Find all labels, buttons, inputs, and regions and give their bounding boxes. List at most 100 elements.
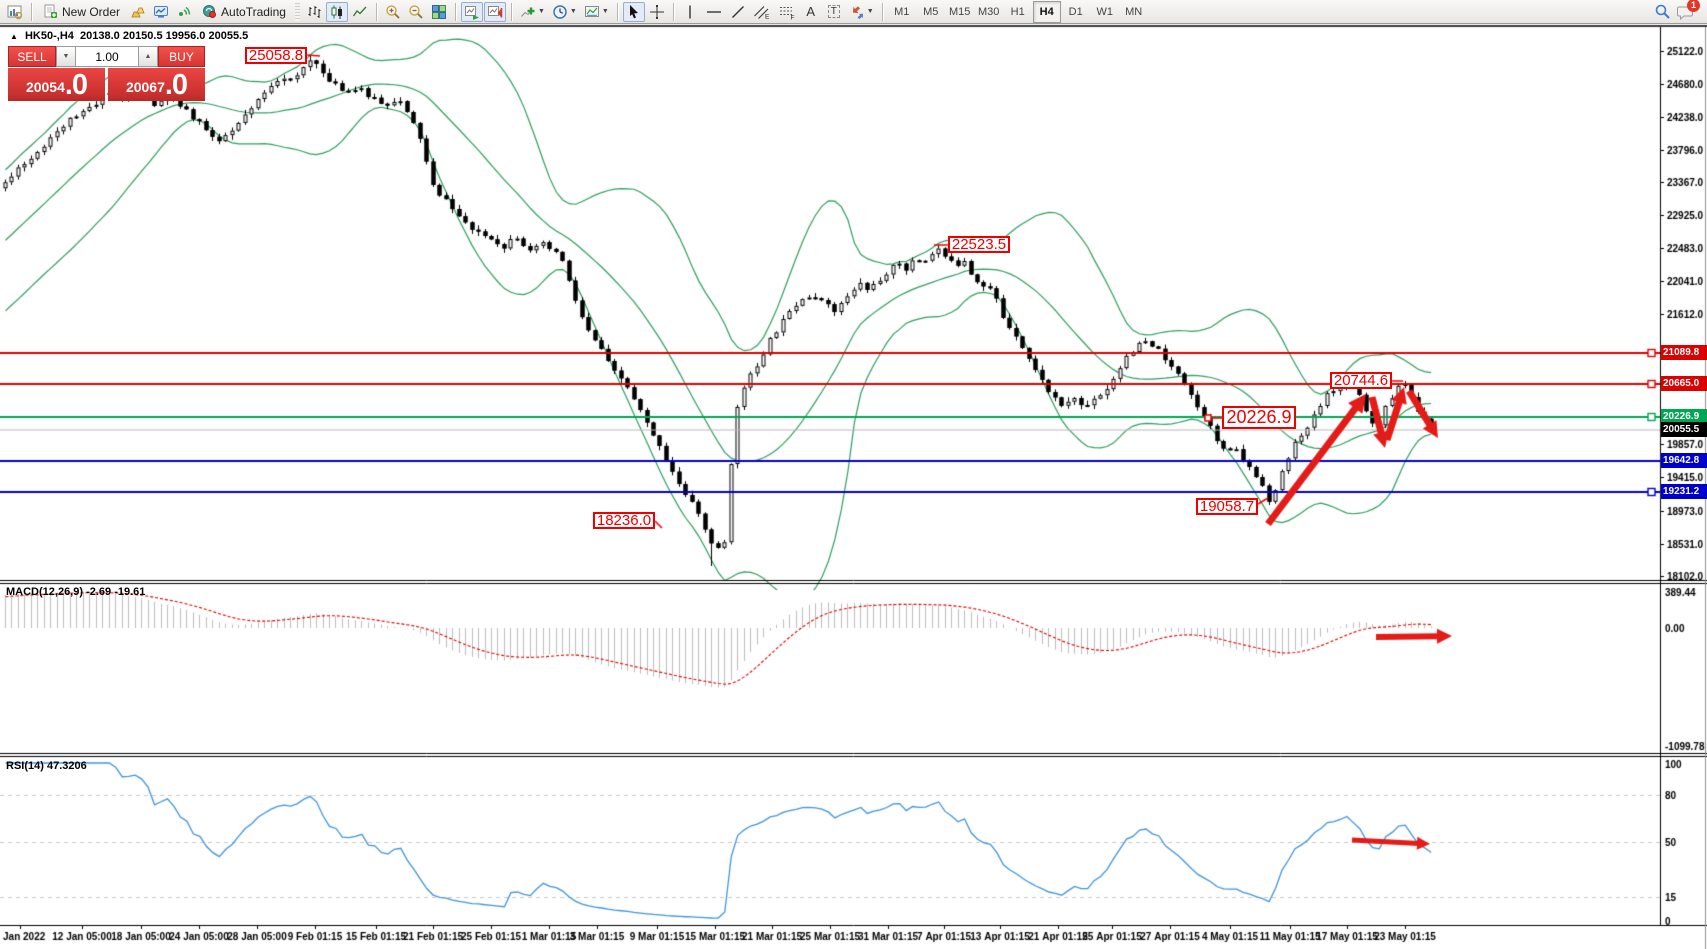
price-badge: 20055.5 xyxy=(1661,422,1707,437)
vertical-line-button[interactable] xyxy=(679,2,701,22)
notifications-button[interactable]: 1 xyxy=(1674,0,1700,22)
sell-button[interactable]: SELL xyxy=(8,46,56,67)
market-watch-button[interactable] xyxy=(127,2,149,22)
text-tool-button[interactable]: A xyxy=(800,2,822,22)
price-badge: 20665.0 xyxy=(1661,376,1707,391)
toolbar-separator xyxy=(510,2,512,21)
fibonacci-button[interactable]: F xyxy=(775,2,799,22)
zoom-in-icon xyxy=(385,4,401,20)
timeframe-m15[interactable]: M15 xyxy=(949,5,971,18)
arrows-tool-button[interactable]: ▼ xyxy=(846,2,877,22)
chart-shift-icon xyxy=(487,4,503,20)
timeframe-h1[interactable]: H1 xyxy=(1010,5,1025,18)
new-chart-icon xyxy=(7,4,23,20)
annotation-label[interactable]: 20744.6 xyxy=(1330,372,1392,389)
timeframe-h4[interactable]: H4 xyxy=(1032,0,1061,23)
line-chart-icon xyxy=(352,4,368,20)
buy-price: 20067 xyxy=(125,79,165,95)
sell-price-button[interactable]: 20054 .0 xyxy=(8,68,105,101)
toolbar-separator xyxy=(881,2,883,21)
svg-text:E: E xyxy=(765,13,770,20)
price-badge: 21089.8 xyxy=(1661,345,1707,360)
chevron-down-icon[interactable]: ▼ xyxy=(569,8,577,15)
trendline-icon xyxy=(730,4,746,20)
signals-button[interactable] xyxy=(173,2,195,22)
toolbar-separator xyxy=(375,2,377,21)
auto-scroll-icon xyxy=(464,4,480,20)
timeframe-m1[interactable]: M1 xyxy=(894,5,910,18)
annotation-label[interactable]: 18236.0 xyxy=(593,512,655,529)
new-order-label: New Order xyxy=(62,4,121,19)
equidistant-channel-button[interactable]: E xyxy=(750,2,774,22)
zoom-out-icon xyxy=(408,4,424,20)
expert-advisors-icon xyxy=(153,4,169,20)
templates-icon xyxy=(584,4,600,20)
timeframe-m30[interactable]: M30 xyxy=(978,5,1000,18)
crosshair-button[interactable] xyxy=(646,2,668,22)
indicators-button[interactable]: ▼ xyxy=(517,2,548,22)
fibonacci-icon: F xyxy=(778,4,796,20)
periods-button[interactable]: ▼ xyxy=(549,2,580,22)
chevron-down-icon[interactable]: ▼ xyxy=(537,8,545,15)
annotation-label[interactable]: 20226.9 xyxy=(1222,406,1296,429)
tile-windows-button[interactable] xyxy=(428,2,450,22)
chevron-down-icon[interactable]: ▼ xyxy=(866,8,874,15)
zoom-out-button[interactable] xyxy=(405,2,427,22)
toolbar-separator xyxy=(454,2,456,21)
equidistant-channel-icon: E xyxy=(753,4,771,20)
autotrading-button[interactable]: AutoTrading xyxy=(196,2,292,22)
signal-icon xyxy=(176,4,192,20)
chart-shift-button[interactable] xyxy=(483,1,506,22)
annotation-label[interactable]: 19058.7 xyxy=(1196,498,1258,515)
expert-advisors-button[interactable] xyxy=(150,2,172,22)
annotation-label[interactable]: 25058.8 xyxy=(245,47,307,64)
tile-windows-icon xyxy=(431,4,447,20)
new-chart-button[interactable] xyxy=(4,2,26,22)
buy-price-pips: .0 xyxy=(164,69,188,101)
price-badge: 19231.2 xyxy=(1661,484,1707,499)
triangle-up-icon: ▲ xyxy=(10,32,18,41)
templates-button[interactable]: ▼ xyxy=(581,2,612,22)
new-order-icon xyxy=(43,4,58,19)
sell-price: 20054 xyxy=(25,79,65,95)
horizontal-line-icon xyxy=(705,4,723,20)
auto-scroll-button[interactable] xyxy=(460,1,483,22)
arrows-tool-icon xyxy=(849,4,865,20)
bar-chart-icon xyxy=(306,4,322,20)
line-chart-button[interactable] xyxy=(349,2,371,22)
timeframe-m5[interactable]: M5 xyxy=(923,5,939,18)
volume-input[interactable]: 1.00 xyxy=(76,46,138,67)
volume-increase-button[interactable]: ▲ xyxy=(138,46,158,67)
buy-price-button[interactable]: 20067 .0 xyxy=(108,68,205,101)
one-click-trading-panel: SELL ▼ 1.00 ▲ BUY 20054 .0 20067 .0 xyxy=(8,46,205,101)
horizontal-line-button[interactable] xyxy=(702,2,726,22)
notification-badge: 1 xyxy=(1687,0,1700,12)
trendline-button[interactable] xyxy=(727,2,749,22)
new-order-button[interactable]: New Order xyxy=(37,2,126,22)
text-label-icon: T xyxy=(827,5,840,18)
timeframe-d1[interactable]: D1 xyxy=(1068,5,1083,18)
timeframe-w1[interactable]: W1 xyxy=(1096,5,1113,18)
clock-icon xyxy=(552,4,568,20)
annotation-label[interactable]: 22523.5 xyxy=(948,236,1010,253)
chevron-down-icon[interactable]: ▼ xyxy=(601,8,609,15)
svg-text:F: F xyxy=(790,14,794,20)
toolbar-separator xyxy=(672,2,674,21)
cursor-button[interactable] xyxy=(622,1,645,22)
candlestick-chart-button[interactable] xyxy=(325,1,348,22)
volume-decrease-button[interactable]: ▼ xyxy=(56,46,76,67)
timeframe-mn[interactable]: MN xyxy=(1125,5,1143,18)
search-button[interactable] xyxy=(1651,2,1674,22)
text-label-button[interactable]: T xyxy=(823,2,845,22)
bar-chart-button[interactable] xyxy=(303,2,325,22)
vertical-line-icon xyxy=(683,4,697,20)
zoom-in-button[interactable] xyxy=(382,2,404,22)
sell-price-pips: .0 xyxy=(64,69,88,101)
rsi-indicator-label: RSI(14) 47.3206 xyxy=(6,760,87,772)
toolbar-separator xyxy=(616,2,618,21)
search-icon xyxy=(1654,3,1671,20)
buy-button[interactable]: BUY xyxy=(158,46,205,67)
